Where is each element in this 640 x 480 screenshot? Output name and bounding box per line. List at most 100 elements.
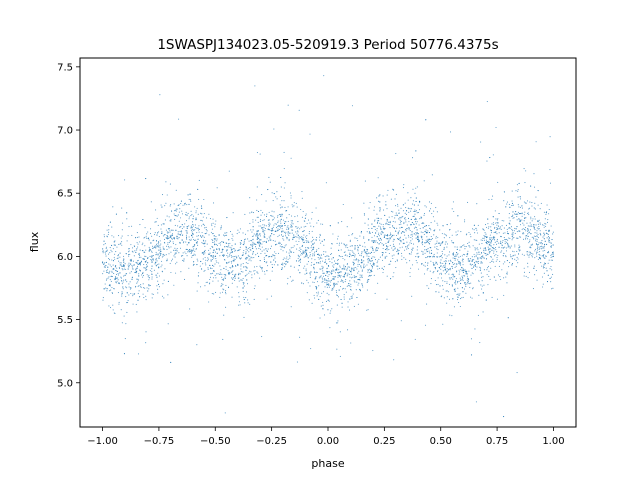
data-point [126, 287, 128, 289]
data-point [291, 280, 293, 282]
data-point [344, 244, 346, 246]
data-point [165, 254, 167, 256]
data-point [451, 267, 454, 269]
data-point [218, 234, 220, 236]
data-point [128, 264, 130, 266]
data-point [168, 216, 170, 218]
data-point [548, 259, 550, 261]
data-point [228, 261, 230, 263]
data-point [122, 222, 124, 224]
data-point [204, 242, 206, 244]
data-point [148, 277, 150, 279]
data-point [286, 228, 288, 230]
data-point [480, 239, 482, 241]
y-tick-label: 5.0 [57, 378, 73, 389]
data-point [507, 239, 509, 241]
data-point [472, 288, 474, 290]
data-point [283, 247, 286, 249]
data-point [208, 283, 211, 285]
data-point [519, 224, 522, 226]
data-point [412, 188, 414, 190]
data-point [305, 238, 308, 240]
data-point [249, 270, 251, 272]
data-point [216, 261, 218, 263]
data-point [166, 245, 168, 247]
data-point [373, 206, 376, 208]
data-point [358, 288, 361, 291]
data-point [399, 243, 401, 245]
data-point [321, 292, 323, 294]
data-point [380, 239, 382, 241]
data-point [216, 244, 218, 246]
data-point [548, 237, 550, 240]
data-point [450, 260, 452, 262]
data-point [243, 316, 245, 319]
data-point [123, 259, 125, 261]
data-point [182, 259, 184, 262]
data-point [146, 266, 148, 268]
data-point [359, 290, 361, 292]
data-point [319, 257, 321, 259]
data-point [347, 274, 349, 276]
data-point [154, 263, 156, 265]
data-point [336, 294, 338, 296]
data-point [135, 268, 137, 270]
data-point [350, 273, 353, 275]
data-point [529, 239, 531, 241]
data-point [400, 320, 402, 322]
data-point [405, 246, 407, 248]
data-point [132, 303, 134, 305]
data-point [466, 283, 468, 285]
data-point [313, 246, 315, 248]
data-point [529, 251, 532, 253]
data-point [443, 237, 445, 239]
data-point [256, 271, 258, 273]
data-point [113, 268, 115, 270]
data-point [441, 257, 443, 259]
data-point [131, 225, 133, 227]
data-point [440, 262, 442, 264]
data-point [106, 288, 108, 290]
data-point [138, 263, 140, 266]
data-point [203, 224, 205, 226]
data-point [370, 269, 372, 271]
data-point [461, 270, 463, 272]
data-point [528, 213, 530, 216]
data-point [410, 251, 413, 253]
data-point [321, 257, 323, 259]
data-point [409, 242, 411, 244]
data-point [111, 286, 113, 289]
data-point [122, 269, 124, 271]
data-point [368, 278, 370, 281]
data-point [176, 235, 178, 237]
data-point [158, 231, 160, 233]
data-point [261, 243, 263, 245]
data-point [251, 245, 253, 247]
data-point [330, 253, 332, 256]
data-point [314, 251, 316, 253]
data-point [386, 247, 388, 249]
data-point [477, 253, 479, 255]
data-point [466, 233, 468, 235]
data-point [167, 280, 169, 282]
data-point [368, 257, 370, 259]
data-point [352, 276, 354, 278]
data-point [197, 260, 199, 262]
data-point [483, 234, 485, 237]
data-point [211, 239, 213, 241]
data-point [219, 255, 221, 257]
data-point [506, 282, 508, 284]
data-point [539, 246, 541, 248]
data-point [178, 220, 180, 222]
data-point [457, 262, 460, 264]
data-point [423, 214, 425, 216]
data-point [464, 219, 466, 221]
data-point [162, 246, 164, 248]
data-point [125, 286, 127, 288]
data-point [369, 231, 371, 233]
data-point [399, 237, 401, 239]
data-point [446, 302, 448, 304]
data-point [284, 182, 286, 184]
data-point [543, 211, 545, 213]
data-point [122, 281, 124, 283]
